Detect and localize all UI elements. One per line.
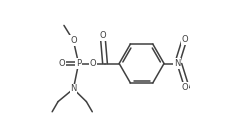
- Text: N: N: [174, 59, 180, 68]
- Text: O: O: [181, 83, 188, 92]
- Text: O: O: [70, 36, 77, 45]
- Text: O: O: [89, 59, 96, 68]
- Text: N: N: [70, 84, 77, 93]
- Text: P: P: [76, 59, 81, 68]
- Text: O: O: [181, 35, 188, 44]
- Text: O: O: [58, 59, 65, 68]
- Text: O: O: [99, 31, 106, 40]
